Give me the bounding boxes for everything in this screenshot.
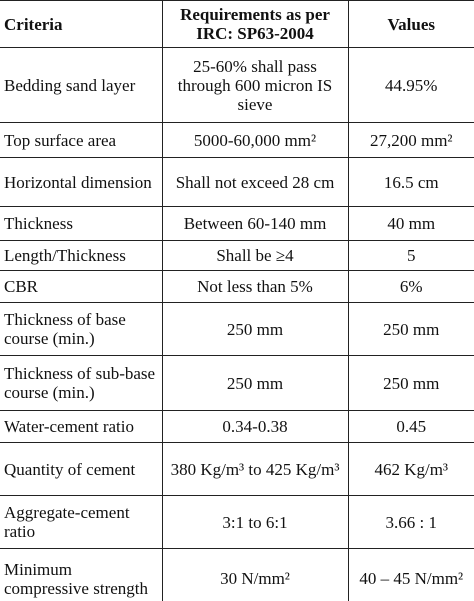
- table-cell: 3.66 : 1: [347, 495, 474, 549]
- table-cell: Quantity of cement: [0, 442, 163, 496]
- table-cell: 380 Kg/m³ to 425 Kg/m³: [161, 442, 349, 496]
- table-row: Length/Thickness Shall be ≥4 5: [0, 240, 474, 271]
- table-cell: Thickness of base course (min.): [0, 302, 163, 356]
- table-row: Thickness Between 60-140 mm 40 mm: [0, 206, 474, 241]
- table-cell: Length/Thickness: [0, 240, 163, 271]
- table-cell: Not less than 5%: [161, 270, 349, 303]
- table-cell: 0.34-0.38: [161, 410, 349, 443]
- table-row: Thickness of sub-base course (min.) 250 m…: [0, 355, 474, 411]
- table-cell: Shall not exceed 28 cm: [161, 157, 349, 207]
- table-cell: Thickness: [0, 206, 163, 241]
- table-cell: 250 mm: [347, 355, 474, 411]
- table-cell: 250 mm: [161, 302, 349, 356]
- table-cell: 30 N/mm²: [161, 548, 349, 601]
- header-cell: Requirements as per IRC: SP63-2004: [161, 0, 349, 48]
- table-cell: 5: [347, 240, 474, 271]
- table-cell: Horizontal dimension: [0, 157, 163, 207]
- table-row: Bedding sand layer 25-60% shall pass thro…: [0, 47, 474, 123]
- header-cell: Criteria: [0, 0, 163, 48]
- table-cell: Between 60-140 mm: [161, 206, 349, 241]
- table-row: Quantity of cement 380 Kg/m³ to 425 Kg/m³…: [0, 442, 474, 496]
- table-cell: Bedding sand layer: [0, 47, 163, 123]
- table-cell: Thickness of sub-base course (min.): [0, 355, 163, 411]
- table-row: Aggregate-cement ratio 3:1 to 6:1 3.66 : 1: [0, 495, 474, 549]
- table-cell: Minimum compressive strength: [0, 548, 163, 601]
- table-row: CBR Not less than 5% 6%: [0, 270, 474, 303]
- table-cell: Top surface area: [0, 122, 163, 158]
- table-cell: 462 Kg/m³: [347, 442, 474, 496]
- table-cell: 44.95%: [347, 47, 474, 123]
- table-row: Water-cement ratio 0.34-0.38 0.45: [0, 410, 474, 443]
- table-row: Horizontal dimension Shall not exceed 28 …: [0, 157, 474, 207]
- table-cell: 40 – 45 N/mm²: [347, 548, 474, 601]
- header-cell: Values: [347, 0, 474, 48]
- table-cell: 5000-60,000 mm²: [161, 122, 349, 158]
- header-row: Criteria Requirements as per IRC: SP63-2…: [0, 0, 474, 48]
- table-cell: 3:1 to 6:1: [161, 495, 349, 549]
- table-row: Top surface area 5000-60,000 mm² 27,200 mm…: [0, 122, 474, 158]
- table-cell: Shall be ≥4: [161, 240, 349, 271]
- table-cell: 0.45: [347, 410, 474, 443]
- table-cell: Aggregate-cement ratio: [0, 495, 163, 549]
- table-row: Minimum compressive strength 30 N/mm² 40 –…: [0, 548, 474, 601]
- table-cell: CBR: [0, 270, 163, 303]
- table-cell: 250 mm: [161, 355, 349, 411]
- table-cell: 40 mm: [347, 206, 474, 241]
- table-cell: 16.5 cm: [347, 157, 474, 207]
- table-cell: 6%: [347, 270, 474, 303]
- table-cell: 25-60% shall pass through 600 micron IS …: [161, 47, 349, 123]
- table-cell: Water-cement ratio: [0, 410, 163, 443]
- table-row: Thickness of base course (min.) 250 mm 250…: [0, 302, 474, 356]
- table-cell: 27,200 mm²: [347, 122, 474, 158]
- table-cell: 250 mm: [347, 302, 474, 356]
